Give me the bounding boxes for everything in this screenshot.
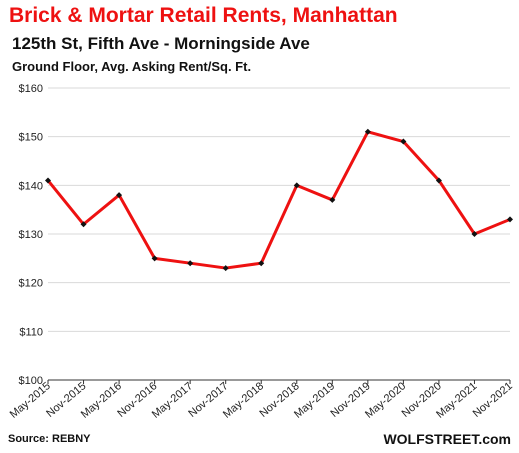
chart-metric-label: Ground Floor, Avg. Asking Rent/Sq. Ft. — [12, 59, 252, 74]
brand-watermark: WOLFSTREET.com — [383, 431, 511, 447]
axes — [47, 379, 511, 384]
x-tick-label: Nov-2021 — [471, 380, 515, 420]
series-line — [46, 130, 511, 270]
chart-subtitle: 125th St, Fifth Ave - Morningside Ave — [12, 34, 310, 53]
data-point — [293, 182, 300, 189]
source-note: Source: REBNY — [8, 433, 91, 445]
data-point — [45, 177, 51, 184]
y-tick-label: $150 — [19, 132, 43, 144]
y-tick-label: $160 — [19, 83, 43, 95]
x-axis-ticks: May-2015Nov-2015May-2016Nov-2016May-2017… — [8, 380, 515, 421]
data-point — [435, 177, 442, 184]
data-point — [222, 265, 229, 272]
data-point — [507, 216, 513, 223]
data-point — [151, 255, 158, 262]
y-tick-label: $140 — [19, 180, 43, 192]
data-point — [187, 260, 194, 267]
data-point — [364, 128, 371, 135]
data-point — [116, 192, 123, 199]
data-point — [329, 196, 336, 203]
gridlines — [48, 87, 510, 332]
y-tick-label: $120 — [19, 278, 43, 290]
y-tick-label: $110 — [19, 326, 43, 338]
y-tick-label: $100 — [19, 375, 43, 387]
y-axis-ticks: $100 $110 $120 $130 $140 $150 $160 — [19, 83, 43, 387]
chart-title: Brick & Mortar Retail Rents, Manhattan — [9, 4, 398, 27]
data-point — [80, 221, 87, 228]
series-layer — [45, 128, 513, 272]
data-point — [258, 260, 265, 267]
data-point — [400, 138, 407, 145]
data-point — [471, 231, 478, 237]
y-tick-label: $130 — [19, 229, 43, 241]
